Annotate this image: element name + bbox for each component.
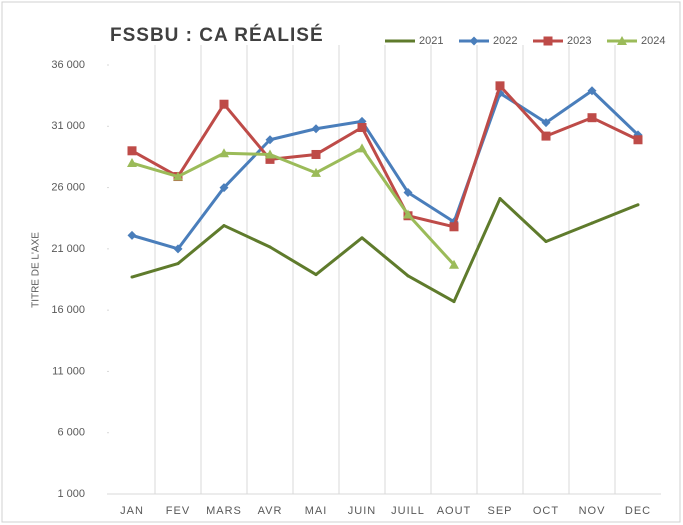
marker xyxy=(633,135,643,145)
series-line xyxy=(131,84,639,229)
marker xyxy=(265,135,275,145)
marker xyxy=(590,221,594,225)
x-tick-label: OCT xyxy=(533,505,559,517)
marker xyxy=(265,149,275,159)
marker xyxy=(219,183,229,193)
marker xyxy=(544,240,548,244)
x-tick-label: JUIN xyxy=(348,505,376,517)
y-tick-label: 1 000 xyxy=(57,488,85,500)
marker xyxy=(176,262,180,266)
legend-label: 2023 xyxy=(567,35,591,47)
legend-label: 2021 xyxy=(419,35,443,47)
marker xyxy=(403,209,413,219)
x-tick-label: FEV xyxy=(166,505,190,517)
marker xyxy=(314,273,318,277)
x-tick-label: AOUT xyxy=(437,505,472,517)
series-line xyxy=(131,197,639,304)
marker xyxy=(219,148,229,158)
chart-title: FSSBU : CA RÉALISÉ xyxy=(110,24,324,46)
marker xyxy=(130,275,134,279)
marker xyxy=(173,244,183,254)
marker xyxy=(469,36,479,46)
y-tick-label: 16 000 xyxy=(51,304,85,316)
x-tick-label: JUILL xyxy=(391,505,425,517)
marker xyxy=(127,230,137,240)
marker xyxy=(127,146,137,156)
marker xyxy=(452,300,456,304)
series-line xyxy=(131,146,456,266)
legend-label: 2024 xyxy=(641,35,665,47)
marker xyxy=(587,86,597,96)
marker xyxy=(403,187,413,197)
marker xyxy=(265,154,275,164)
marker xyxy=(268,245,272,249)
marker xyxy=(587,113,597,123)
marker xyxy=(311,124,321,134)
marker xyxy=(360,236,364,240)
x-tick-label: SEP xyxy=(487,505,512,517)
x-tick-label: NOV xyxy=(579,505,606,517)
marker xyxy=(127,158,137,168)
marker xyxy=(357,123,367,133)
marker xyxy=(357,143,367,153)
y-axis-title: TITRE DE L'AXE xyxy=(31,232,42,308)
marker xyxy=(406,274,410,278)
marker xyxy=(495,81,505,91)
marker xyxy=(173,171,183,181)
marker xyxy=(541,131,551,141)
marker xyxy=(498,197,502,201)
marker xyxy=(449,222,459,232)
marker xyxy=(543,36,553,46)
marker xyxy=(222,224,226,228)
marker xyxy=(311,167,321,177)
marker xyxy=(541,118,551,128)
marker xyxy=(636,203,640,207)
marker xyxy=(219,99,229,109)
y-tick-label: 36 000 xyxy=(51,59,85,71)
y-tick-label: 26 000 xyxy=(51,181,85,193)
series-line xyxy=(131,89,640,251)
marker xyxy=(617,36,627,45)
y-tick-label: 11 000 xyxy=(52,365,85,377)
marker xyxy=(311,149,321,159)
marker xyxy=(449,259,459,269)
x-tick-label: MAI xyxy=(305,505,328,517)
y-tick-label: 6 000 xyxy=(57,427,85,439)
legend-label: 2022 xyxy=(493,35,517,47)
y-tick-label: 31 000 xyxy=(51,120,85,132)
y-tick-label: 21 000 xyxy=(51,243,85,255)
x-tick-label: JAN xyxy=(120,505,144,517)
x-tick-label: DEC xyxy=(625,505,651,517)
x-tick-label: AVR xyxy=(258,505,283,517)
x-tick-label: MARS xyxy=(206,505,242,517)
